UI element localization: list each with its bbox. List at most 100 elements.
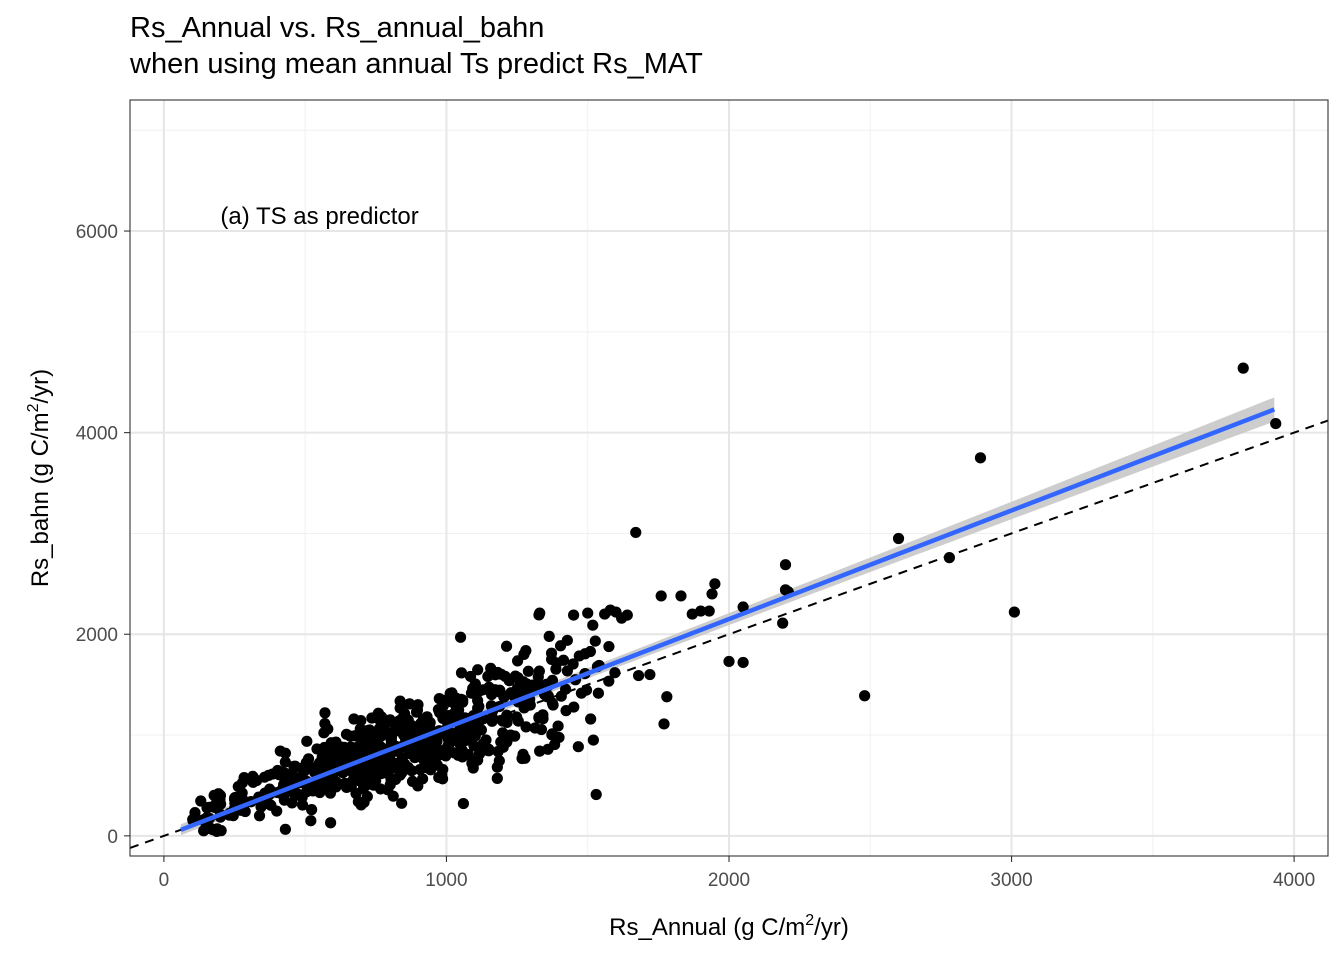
regression-fit-line [180, 407, 1276, 832]
x-axis-ticks: 0 1000 2000 3000 4000 [159, 856, 1315, 891]
data-point [777, 617, 789, 629]
data-point [587, 734, 599, 746]
data-point [547, 699, 559, 711]
data-point [437, 773, 449, 785]
data-point [353, 774, 366, 786]
data-point [189, 807, 201, 819]
data-point [301, 735, 313, 747]
data-point [695, 605, 707, 617]
data-point [603, 675, 615, 687]
data-point [1237, 362, 1249, 374]
data-point [584, 645, 596, 658]
data-point [737, 601, 749, 613]
x-axis-title-text: Rs_Annual (g C/m [609, 914, 805, 941]
data-point [351, 742, 364, 754]
data-point [592, 687, 604, 699]
data-point [418, 738, 431, 750]
data-point [737, 656, 749, 669]
major-gridlines [130, 100, 1328, 856]
data-point [466, 757, 478, 769]
data-point [433, 706, 446, 719]
data-point [286, 797, 298, 809]
data-point [215, 825, 227, 837]
data-point [279, 747, 292, 759]
data-point [632, 669, 645, 682]
y-tick-label: 6000 [76, 222, 118, 243]
data-point [482, 670, 494, 683]
x-tick-label: 4000 [1273, 870, 1315, 891]
data-point [452, 749, 464, 761]
data-point [779, 559, 792, 571]
data-point [554, 640, 567, 652]
data-point [534, 607, 546, 619]
data-point [589, 635, 601, 647]
data-point [644, 668, 656, 681]
data-point [424, 721, 436, 733]
y-axis-title-text: Rs_bahn (g C/m [27, 412, 54, 587]
y-tick-label: 4000 [76, 424, 118, 445]
data-point [330, 776, 342, 788]
data-point [585, 713, 597, 725]
data-point [599, 608, 611, 620]
data-point [723, 655, 735, 668]
data-point [463, 734, 475, 746]
data-point [279, 756, 291, 768]
data-point [410, 706, 423, 718]
data-point [406, 765, 418, 777]
y-tick-label: 0 [107, 827, 118, 848]
data-point [339, 777, 351, 790]
one-to-one-reference-line [129, 419, 1329, 849]
data-point [322, 723, 334, 735]
data-point [455, 667, 468, 679]
data-point [493, 755, 505, 767]
data-point [472, 664, 484, 676]
data-point [491, 772, 503, 784]
data-point [361, 790, 373, 803]
data-point [609, 667, 621, 679]
data-point [552, 720, 564, 732]
data-point [335, 744, 347, 756]
data-point [306, 804, 318, 816]
data-point [567, 609, 580, 621]
chart-title-block: Rs_Annual vs. Rs_annual_bahn when using … [130, 10, 703, 82]
data-point [384, 761, 396, 774]
x-axis-title: Rs_Annual (g C/m2/yr) [609, 912, 849, 941]
data-point [396, 797, 408, 809]
data-point [520, 721, 532, 733]
data-point [402, 744, 415, 756]
data-point [454, 631, 467, 643]
data-point [511, 682, 523, 694]
data-point [404, 698, 416, 710]
data-point [320, 751, 332, 763]
data-point [452, 704, 465, 716]
data-point [288, 760, 300, 772]
data-point [314, 786, 326, 799]
data-point [516, 752, 528, 765]
data-point [318, 760, 330, 772]
data-point [362, 775, 374, 788]
data-point [214, 789, 227, 802]
data-point [473, 685, 485, 697]
data-point [497, 741, 509, 753]
y-tick-label: 2000 [76, 625, 118, 646]
data-point [590, 788, 602, 801]
data-point [655, 590, 667, 602]
data-point [406, 775, 419, 788]
data-point [396, 766, 409, 778]
data-point [859, 690, 871, 702]
data-point [231, 792, 243, 805]
data-point [512, 672, 524, 684]
data-point [368, 767, 381, 779]
y-axis-title: Rs_bahn (g C/m2/yr) [25, 369, 54, 587]
data-point [560, 705, 572, 717]
data-point [452, 695, 464, 707]
data-point [675, 590, 687, 602]
data-point [709, 578, 721, 590]
x-tick-label: 3000 [990, 870, 1032, 891]
data-point [630, 526, 642, 539]
annotation-layer: (a) TS as predictor [220, 203, 418, 230]
data-point [301, 758, 314, 770]
data-point [557, 654, 570, 666]
data-point [442, 739, 454, 751]
